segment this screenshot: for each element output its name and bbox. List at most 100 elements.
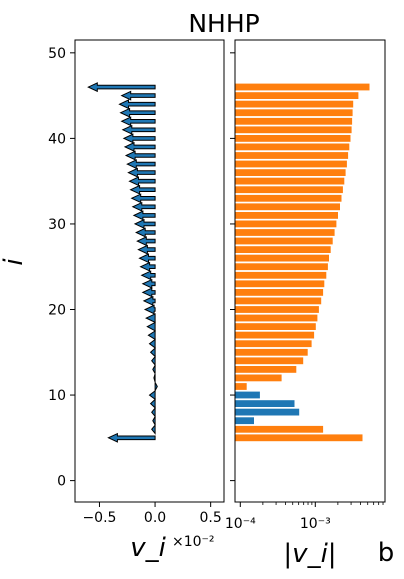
left-arrow-marks	[87, 82, 158, 443]
y-axis-label: i	[0, 258, 29, 266]
y-tick-label: 30	[48, 217, 66, 233]
velocity-arrow	[140, 270, 156, 281]
magnitude-bar	[235, 135, 351, 142]
velocity-arrow	[149, 398, 156, 409]
x-tick-label: 10⁻⁴	[225, 516, 256, 532]
velocity-arrow	[147, 330, 156, 341]
velocity-arrow	[145, 313, 156, 324]
magnitude-bar	[235, 357, 304, 365]
velocity-arrow	[123, 141, 156, 152]
magnitude-bar	[235, 194, 342, 202]
magnitude-bar	[235, 186, 343, 194]
chart-title: NHHP	[188, 9, 259, 38]
magnitude-bar	[235, 314, 318, 322]
magnitude-bar	[235, 348, 308, 356]
magnitude-bar	[235, 391, 260, 399]
velocity-arrow	[138, 253, 156, 264]
right-panel-bars: 10⁻⁴ 10⁻³ |v_i|	[225, 39, 386, 569]
y-tick-label: 0	[57, 474, 66, 490]
magnitude-bar	[235, 169, 346, 176]
velocity-arrow	[120, 90, 156, 101]
magnitude-bar	[235, 297, 322, 305]
panel-letter: b	[378, 538, 395, 568]
velocity-arrow	[154, 382, 158, 391]
velocity-arrow	[151, 355, 156, 367]
magnitude-bar	[235, 254, 329, 262]
magnitude-bar	[235, 306, 319, 313]
magnitude-bar	[235, 434, 363, 442]
velocity-arrow	[153, 373, 156, 383]
velocity-arrow	[135, 227, 156, 238]
magnitude-bar	[235, 109, 353, 117]
magnitude-bar	[235, 331, 315, 339]
velocity-arrow	[141, 287, 156, 298]
velocity-arrow	[151, 423, 156, 435]
magnitude-bar	[235, 229, 335, 236]
velocity-arrow	[143, 304, 156, 315]
velocity-arrow	[127, 167, 156, 178]
magnitude-bar	[235, 220, 337, 228]
magnitude-bar	[235, 366, 297, 373]
magnitude-bar	[235, 340, 312, 348]
velocity-arrow	[148, 389, 156, 401]
velocity-arrow	[142, 295, 156, 306]
magnitude-bar	[235, 289, 324, 296]
x-offset-label: ×10⁻²	[172, 534, 215, 550]
magnitude-bar	[235, 117, 353, 125]
magnitude-bar	[235, 425, 324, 433]
velocity-arrow	[139, 261, 156, 272]
velocity-arrow	[146, 321, 156, 332]
y-tick-label: 50	[48, 46, 66, 62]
x-tick-label: 10⁻³	[300, 516, 331, 532]
velocity-arrow	[130, 193, 156, 204]
velocity-arrow	[133, 218, 156, 229]
velocity-arrow	[141, 278, 156, 289]
magnitude-bar	[235, 152, 349, 159]
velocity-arrow	[119, 107, 156, 118]
velocity-arrow	[148, 338, 156, 349]
magnitude-bar	[235, 203, 340, 211]
x-tick-label: −0.5	[82, 510, 116, 526]
y-tick-label: 10	[48, 388, 66, 404]
x-tick-label: 0.5	[200, 510, 222, 526]
magnitude-bar	[235, 143, 350, 151]
velocity-arrow	[120, 116, 156, 127]
magnitude-bar	[235, 408, 300, 416]
left-x-ticks: −0.5 0.0 0.5	[82, 502, 222, 526]
right-plot-frame	[234, 39, 386, 503]
magnitude-bar	[235, 126, 352, 134]
velocity-arrow	[128, 176, 156, 187]
velocity-arrow	[122, 133, 156, 144]
velocity-arrow	[152, 416, 156, 426]
left-x-axis-label: v_i	[130, 533, 166, 563]
magnitude-bar	[235, 383, 247, 390]
magnitude-bar	[235, 246, 331, 253]
magnitude-bar	[235, 323, 316, 330]
velocity-arrow	[107, 432, 156, 443]
velocity-arrow	[129, 184, 156, 195]
magnitude-bar	[235, 374, 282, 382]
x-tick-label: 0.0	[144, 510, 166, 526]
magnitude-bar	[235, 417, 254, 425]
right-bar-marks	[235, 83, 370, 442]
velocity-arrow	[149, 346, 156, 358]
velocity-arrow	[121, 124, 156, 135]
right-x-axis-label: |v_i|	[283, 539, 336, 569]
magnitude-bar	[235, 280, 325, 288]
velocity-arrow	[151, 406, 156, 418]
left-plot-frame	[74, 39, 225, 503]
magnitude-bar	[235, 237, 333, 245]
y-tick-label: 40	[48, 131, 66, 147]
right-x-ticks: 10⁻⁴ 10⁻³	[225, 502, 384, 532]
velocity-arrow	[126, 159, 156, 170]
magnitude-bar	[235, 400, 295, 407]
velocity-arrow	[132, 210, 156, 221]
magnitude-bar	[235, 177, 345, 185]
velocity-arrow	[87, 82, 156, 93]
magnitude-bar	[235, 100, 354, 108]
magnitude-bar	[235, 212, 338, 219]
velocity-arrow	[118, 99, 156, 110]
magnitude-bar	[235, 160, 347, 168]
magnitude-bar	[235, 92, 359, 99]
